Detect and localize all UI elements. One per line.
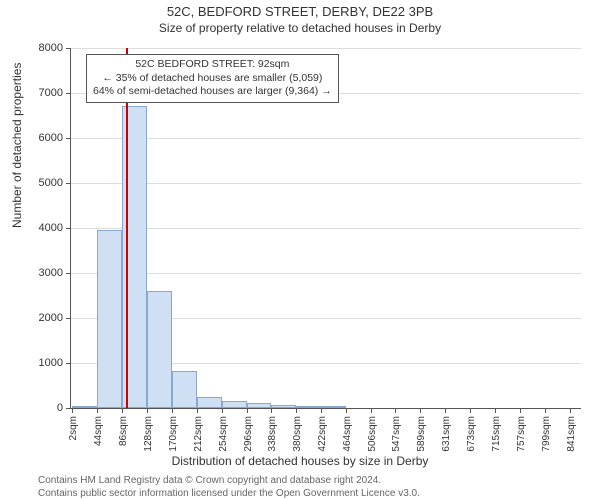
x-tick-label: 338sqm xyxy=(271,380,282,416)
y-tick-mark xyxy=(66,318,71,319)
y-tick-mark xyxy=(66,48,71,49)
page-title: 52C, BEDFORD STREET, DERBY, DE22 3PB xyxy=(0,4,600,19)
x-tick-label: 673sqm xyxy=(470,380,481,416)
y-tick-mark xyxy=(66,363,71,364)
y-tick-label: 8000 xyxy=(23,42,63,54)
y-tick-label: 0 xyxy=(23,402,63,414)
credit-text: Contains HM Land Registry data © Crown c… xyxy=(38,475,420,500)
y-tick-mark xyxy=(66,138,71,139)
credit-line-2: Contains public sector information licen… xyxy=(38,488,420,500)
x-tick-label: 170sqm xyxy=(172,380,183,416)
y-tick-label: 1000 xyxy=(23,357,63,369)
annotation-line: 64% of semi-detached houses are larger (… xyxy=(93,85,332,99)
y-tick-mark xyxy=(66,228,71,229)
x-tick-label: 2sqm xyxy=(72,392,83,416)
x-tick-label: 757sqm xyxy=(520,380,531,416)
chart-subtitle: Size of property relative to detached ho… xyxy=(0,21,600,35)
y-tick-label: 7000 xyxy=(23,87,63,99)
x-tick-label: 44sqm xyxy=(97,386,108,416)
x-tick-label: 296sqm xyxy=(247,380,258,416)
y-tick-label: 5000 xyxy=(23,177,63,189)
y-tick-label: 2000 xyxy=(23,312,63,324)
x-tick-label: 422sqm xyxy=(321,380,332,416)
y-tick-mark xyxy=(66,183,71,184)
annotation-line: ← 35% of detached houses are smaller (5,… xyxy=(93,72,332,86)
x-tick-label: 589sqm xyxy=(420,380,431,416)
grid-line xyxy=(71,228,581,229)
y-tick-label: 6000 xyxy=(23,132,63,144)
y-tick-label: 3000 xyxy=(23,267,63,279)
x-tick-label: 254sqm xyxy=(222,380,233,416)
histogram-bar xyxy=(97,230,122,408)
x-axis-label: Distribution of detached houses by size … xyxy=(0,454,600,468)
x-tick-label: 631sqm xyxy=(445,380,456,416)
grid-line xyxy=(71,183,581,184)
y-tick-mark xyxy=(66,408,71,409)
annotation-line: 52C BEDFORD STREET: 92sqm xyxy=(93,58,332,72)
x-tick-label: 212sqm xyxy=(197,380,208,416)
x-tick-label: 506sqm xyxy=(371,380,382,416)
x-tick-label: 547sqm xyxy=(395,380,406,416)
y-tick-mark xyxy=(66,93,71,94)
x-tick-label: 128sqm xyxy=(147,380,158,416)
x-tick-label: 380sqm xyxy=(296,380,307,416)
y-tick-mark xyxy=(66,273,71,274)
x-tick-label: 464sqm xyxy=(346,380,357,416)
x-tick-label: 799sqm xyxy=(545,380,556,416)
chart-container: 52C, BEDFORD STREET, DERBY, DE22 3PB Siz… xyxy=(0,4,600,500)
grid-line xyxy=(71,273,581,274)
y-tick-label: 4000 xyxy=(23,222,63,234)
y-axis-label: Number of detached properties xyxy=(10,63,24,228)
x-tick-label: 841sqm xyxy=(570,380,581,416)
grid-line xyxy=(71,138,581,139)
x-tick-label: 715sqm xyxy=(495,380,506,416)
grid-line xyxy=(71,48,581,49)
credit-line-1: Contains HM Land Registry data © Crown c… xyxy=(38,475,420,488)
annotation-box: 52C BEDFORD STREET: 92sqm← 35% of detach… xyxy=(86,54,339,103)
